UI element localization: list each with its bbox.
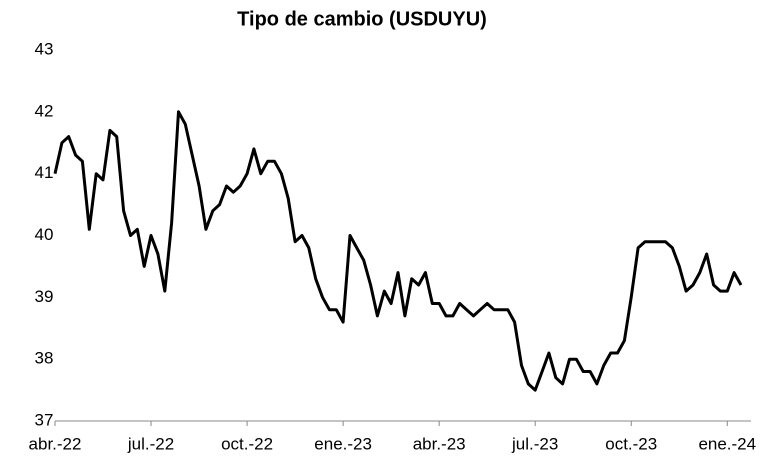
x-tick-label: jul.-22 bbox=[127, 434, 174, 453]
y-tick-label: 39 bbox=[35, 287, 54, 306]
x-tick-label: abr.-23 bbox=[413, 434, 466, 453]
chart-title: Tipo de cambio (USDUYU) bbox=[237, 8, 487, 30]
x-tick-label: jul.-23 bbox=[511, 434, 558, 453]
y-tick-label: 43 bbox=[35, 39, 54, 58]
x-tick-label: ene.-23 bbox=[314, 434, 372, 453]
y-tick-label: 41 bbox=[35, 163, 54, 182]
y-tick-label: 38 bbox=[35, 349, 54, 368]
y-tick-label: 37 bbox=[35, 410, 54, 429]
x-tick-label: oct.-22 bbox=[221, 434, 273, 453]
x-tick-label: oct.-23 bbox=[605, 434, 657, 453]
x-tick-label: abr.-22 bbox=[29, 434, 82, 453]
y-tick-label: 42 bbox=[35, 101, 54, 120]
x-tick-label: ene.-24 bbox=[698, 434, 756, 453]
y-tick-label: 40 bbox=[35, 225, 54, 244]
line-series bbox=[53, 110, 743, 392]
